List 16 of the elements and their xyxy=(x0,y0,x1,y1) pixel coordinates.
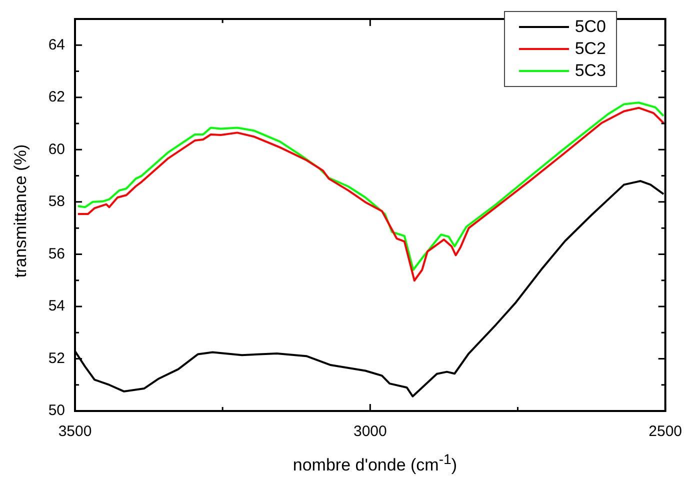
y-tick-label: 50 xyxy=(48,402,65,420)
x-tick-label: 3000 xyxy=(353,423,387,440)
y-tick-label: 64 xyxy=(48,36,65,54)
x-tick-label: 3500 xyxy=(58,423,92,440)
y-tick-label: 60 xyxy=(48,140,65,158)
x-axis-title: nombre d'onde (cm$^{-1}$) xyxy=(292,452,458,476)
legend-label: 5C2 xyxy=(574,39,606,59)
legend-label: 5C0 xyxy=(574,17,606,37)
y-tick-label: 58 xyxy=(48,193,65,210)
y-axis-title: transmittance (%) xyxy=(11,144,31,278)
y-tick-label: 54 xyxy=(48,298,65,315)
legend-label: 5C3 xyxy=(574,61,606,81)
x-tick-label: 2500 xyxy=(648,423,682,440)
y-tick-label: 62 xyxy=(48,88,65,106)
y-tick-label: 52 xyxy=(48,350,65,367)
y-tick-label: 56 xyxy=(48,245,65,262)
